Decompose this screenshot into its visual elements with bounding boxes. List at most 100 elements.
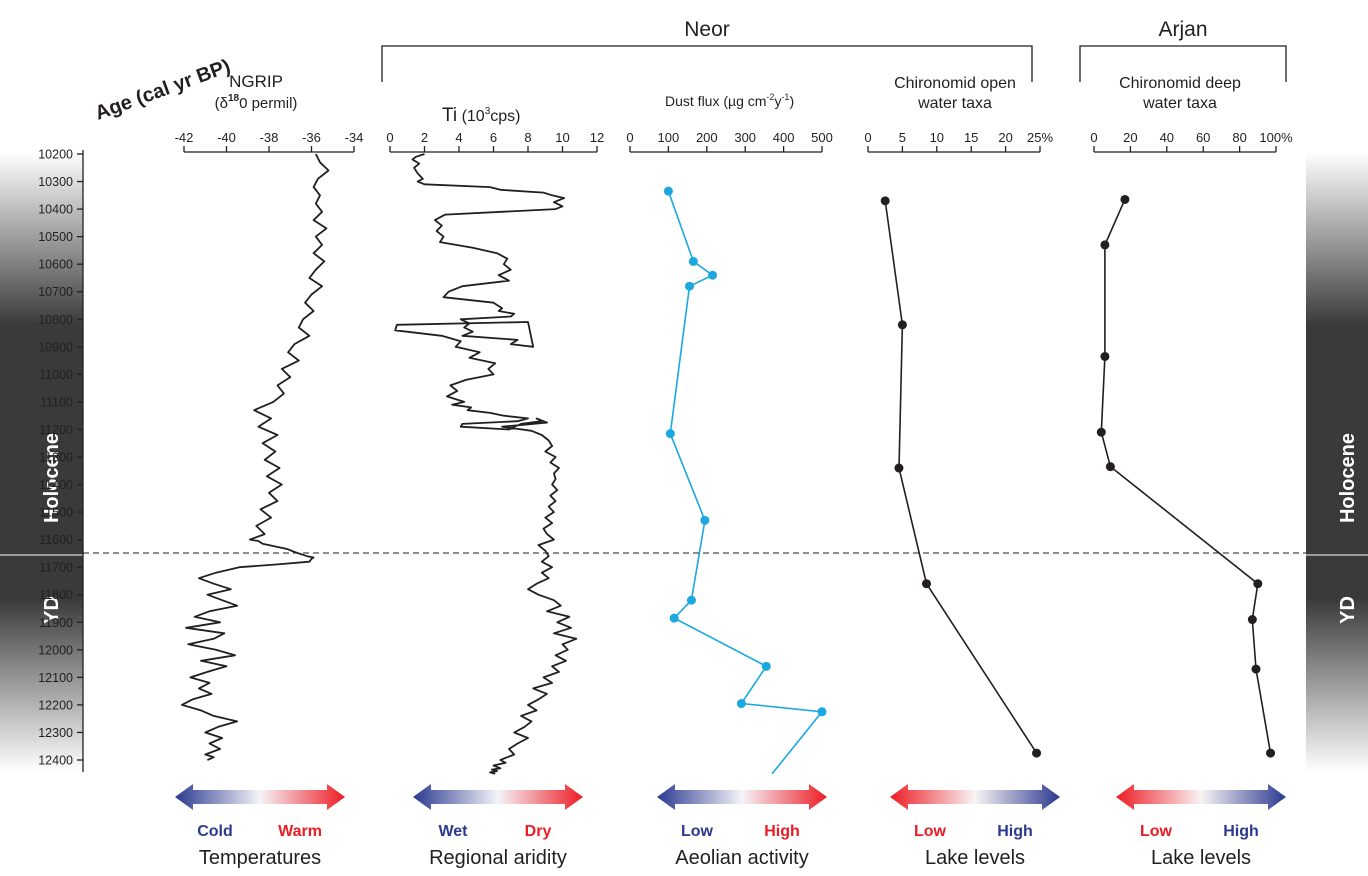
dust-point — [708, 270, 718, 280]
age-tick-label: 11600 — [39, 533, 73, 547]
chiro-deep-point — [1247, 615, 1257, 625]
ngrip-panel: -42 -40 -38 -36 -34 — [175, 130, 364, 761]
double-arrow-icon — [413, 784, 583, 810]
chiro-deep-point — [1100, 351, 1110, 361]
dust-x-tick-label: 400 — [773, 130, 795, 145]
dust-point — [736, 699, 746, 709]
age-tick-label: 12100 — [38, 671, 73, 685]
dust-x-tick-label: 0 — [626, 130, 633, 145]
age-tick-label: 11700 — [39, 561, 73, 575]
dust-point — [663, 186, 673, 196]
yd-label-left: YD — [41, 596, 63, 624]
ngrip-x-tick-label: -38 — [260, 130, 279, 145]
holocene-label-right: Holocene — [1337, 433, 1359, 523]
legend-caption: Regional aridity — [429, 847, 567, 869]
chiro-deep-point — [1266, 748, 1276, 758]
ngrip-x-tick-label: -36 — [302, 130, 321, 145]
legend-caption: Temperatures — [199, 847, 321, 869]
age-tick-label: 10800 — [38, 313, 73, 327]
legend-arrow-4: Low High Lake levels — [890, 784, 1060, 869]
legend-right-label: High — [1223, 823, 1259, 840]
chiro-deep-point — [1251, 664, 1261, 674]
chiro-open-series-line — [884, 200, 1038, 754]
legend-right-label: High — [997, 823, 1033, 840]
ti-x-tick-label: 10 — [555, 130, 569, 145]
chiro-deep-x-tick-label: 80 — [1232, 130, 1246, 145]
ngrip-x-tick-label: -42 — [175, 130, 194, 145]
age-tick-label: 10400 — [38, 203, 73, 217]
dust-point — [688, 256, 698, 266]
age-axis: 10200 10300 10400 10500 10600 10700 10800 10900… — [38, 148, 84, 772]
ti-panel: 0 2 4 6 8 10 12 — [386, 130, 604, 775]
ti-series-line — [394, 153, 578, 775]
legend-left-label: Low — [681, 823, 714, 840]
legend-right-label: High — [764, 823, 800, 840]
legend-left-label: Wet — [438, 823, 468, 840]
dust-point — [700, 515, 710, 525]
age-tick-label: 10500 — [38, 230, 73, 244]
age-tick-label: 12300 — [38, 726, 73, 740]
chiro-deep-point — [1100, 240, 1110, 250]
ti-x-tick-label: 8 — [524, 130, 531, 145]
legend-arrow-1: Cold Warm Temperatures — [175, 784, 345, 869]
ti-x-tick-label: 2 — [421, 130, 428, 145]
double-arrow-icon — [890, 784, 1060, 810]
ti-title: Ti (103cps) — [442, 105, 521, 126]
arjan-label: Arjan — [1158, 18, 1207, 41]
legend-caption: Lake levels — [925, 847, 1025, 869]
legend-arrow-5: Low High Lake levels — [1116, 784, 1286, 869]
age-axis-label: Age (cal yr BP) — [92, 55, 233, 124]
chiro-open-point — [897, 320, 907, 330]
neor-label: Neor — [684, 18, 730, 41]
dust-point — [685, 281, 695, 291]
chiro-open-x-tick-label: 5 — [899, 130, 906, 145]
dust-title: Dust flux (µg cm-2y-1) — [665, 92, 794, 109]
age-tick-label: 12000 — [38, 643, 73, 657]
dust-x-tick-label: 500 — [811, 130, 833, 145]
ti-x-tick-label: 6 — [490, 130, 497, 145]
chiro-deep-x-tick-label: 100% — [1259, 130, 1293, 145]
ti-x-tick-label: 4 — [455, 130, 462, 145]
age-tick-label: 11200 — [39, 423, 73, 437]
dust-x-tick-label: 100 — [658, 130, 680, 145]
chiro-open-point — [1032, 748, 1042, 758]
dust-point — [686, 595, 696, 605]
ti-x-tick-label: 12 — [590, 130, 604, 145]
age-tick-label: 11800 — [39, 588, 73, 602]
ngrip-xlabel: (δ180 permil) — [215, 93, 298, 112]
dust-point — [665, 429, 675, 439]
legend-right-label: Warm — [278, 823, 322, 840]
dust-x-tick-label: 200 — [696, 130, 718, 145]
legend: Cold Warm Temperatures Wet Dry Regional aridi… — [175, 784, 1286, 869]
legend-left-label: Cold — [197, 823, 233, 840]
dust-point — [761, 661, 771, 671]
chiro-deep-point — [1096, 427, 1106, 437]
ngrip-x-tick-label: -34 — [345, 130, 364, 145]
chiro-deep-x-tick-label: 20 — [1123, 130, 1137, 145]
chiro-deep-x-tick-label: 40 — [1160, 130, 1174, 145]
double-arrow-icon — [175, 784, 345, 810]
left-band — [0, 152, 83, 772]
age-tick-label: 12200 — [38, 698, 73, 712]
chiro-open-panel: 0 5 10 15 20 25% — [864, 130, 1053, 758]
age-tick-label: 10300 — [38, 175, 73, 189]
holocene-label-left: Holocene — [41, 433, 63, 523]
chiro-deep-point — [1120, 194, 1130, 204]
ngrip-title: NGRIP — [229, 72, 283, 91]
chiro-deep-x-tick-label: 0 — [1090, 130, 1097, 145]
age-tick-label: 10200 — [38, 148, 73, 162]
ngrip-series-line — [181, 153, 330, 761]
chiro-open-x-tick-label: 25% — [1027, 130, 1053, 145]
chiro-deep-point — [1105, 462, 1115, 472]
legend-caption: Aeolian activity — [675, 847, 808, 869]
age-tick-label: 11900 — [39, 616, 73, 630]
double-arrow-icon — [657, 784, 827, 810]
chiro-deep-title-2: water taxa — [1142, 95, 1217, 112]
age-tick-label: 11500 — [39, 506, 73, 520]
chiro-deep-title-1: Chironomid deep — [1119, 75, 1241, 92]
legend-right-label: Dry — [525, 823, 552, 840]
legend-left-label: Low — [914, 823, 947, 840]
chiro-open-x-tick-label: 20 — [998, 130, 1012, 145]
chiro-deep-point — [1253, 579, 1263, 589]
